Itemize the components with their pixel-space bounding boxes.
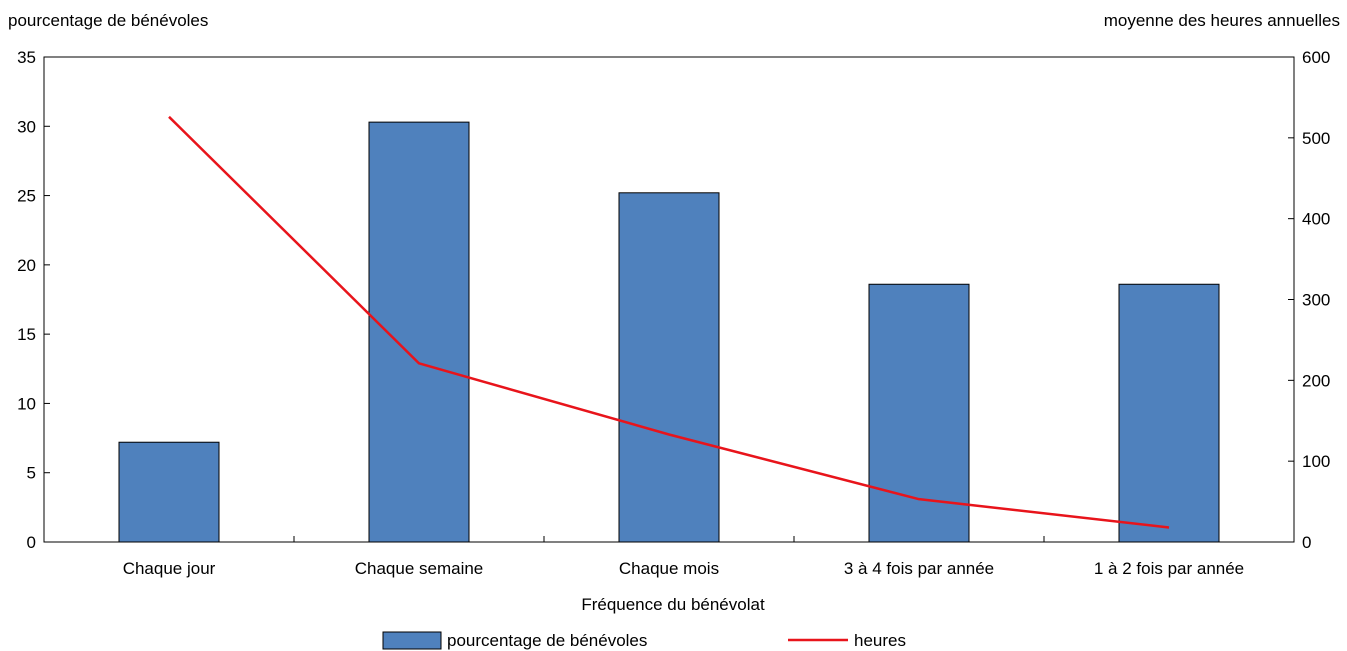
- category-label: 3 à 4 fois par année: [844, 559, 994, 578]
- left-tick-label: 5: [27, 464, 36, 483]
- right-tick-label: 200: [1302, 371, 1330, 390]
- category-label: 1 à 2 fois par année: [1094, 559, 1244, 578]
- x-axis-title: Fréquence du bénévolat: [581, 595, 765, 614]
- right-axis-title: moyenne des heures annuelles: [1104, 11, 1340, 30]
- right-tick-label: 400: [1302, 210, 1330, 229]
- right-tick-label: 300: [1302, 291, 1330, 310]
- bar-4: [1118, 283, 1220, 543]
- bar-2: [618, 192, 720, 543]
- category-label: Chaque semaine: [355, 559, 484, 578]
- left-tick-label: 30: [17, 117, 36, 136]
- left-tick-label: 25: [17, 187, 36, 206]
- legend: pourcentage de bénévoles heures: [382, 631, 906, 650]
- legend-bar-swatch: [382, 631, 442, 650]
- left-axis-title: pourcentage de bénévoles: [8, 11, 208, 30]
- line-heures: [168, 115, 1170, 529]
- legend-bar-label: pourcentage de bénévoles: [447, 631, 647, 650]
- right-tick-label: 500: [1302, 129, 1330, 148]
- right-tick-label: 100: [1302, 452, 1330, 471]
- category-label: Chaque jour: [123, 559, 216, 578]
- bar-1: [368, 121, 470, 543]
- right-tick-label: 600: [1302, 48, 1330, 67]
- category-label: Chaque mois: [619, 559, 719, 578]
- plot-area: 0 5 10 15 20 25 30 35 0 100 200 300 400 500 600 Chaque …: [17, 48, 1330, 578]
- legend-line-label: heures: [854, 631, 906, 650]
- left-tick-label: 35: [17, 48, 36, 67]
- left-tick-label: 10: [17, 394, 36, 413]
- left-tick-label: 0: [27, 533, 36, 552]
- left-tick-label: 20: [17, 256, 36, 275]
- bar-0: [118, 441, 220, 543]
- right-tick-label: 0: [1302, 533, 1311, 552]
- left-tick-label: 15: [17, 325, 36, 344]
